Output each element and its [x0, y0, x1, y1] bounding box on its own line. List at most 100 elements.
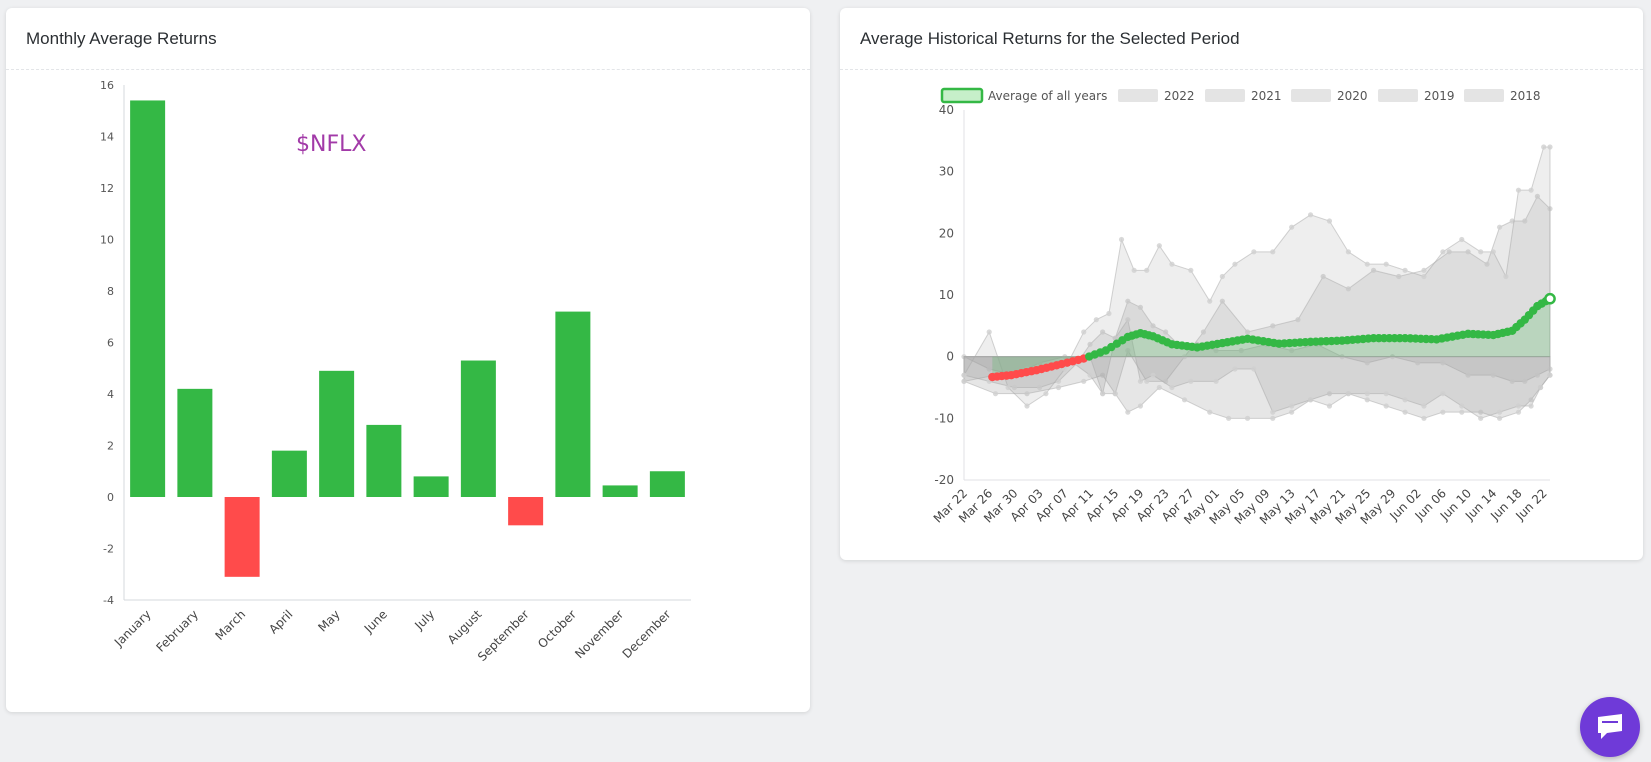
monthly-returns-card: Monthly Average Returns $NFLX -4 -2 0 2 4 6 8 1… [6, 8, 810, 712]
legend-swatch-1 [1118, 89, 1158, 102]
series-point-2022 [992, 391, 999, 397]
chat-button[interactable] [1580, 697, 1640, 757]
historical-returns-chart: Average of all years 2022 2021 2020 2019 2018… [931, 87, 1556, 527]
series-point-2018 [1478, 249, 1484, 255]
series-point-2019 [1251, 366, 1257, 372]
series-point-2018 [1118, 236, 1125, 243]
series-point-2022 [1244, 415, 1251, 421]
series-point-2022 [1055, 384, 1062, 391]
series-point-2019 [1055, 378, 1062, 384]
legend-label-2: 2021 [1251, 89, 1282, 103]
series-point-2018 [961, 372, 967, 378]
legend-label-1: 2022 [1164, 89, 1195, 103]
series-point-2022 [1496, 415, 1503, 421]
series-point-2020 [1534, 193, 1540, 199]
series-point-2021 [986, 366, 992, 372]
series-point-2019 [1402, 397, 1408, 403]
y-tick-label: 4 [107, 388, 114, 401]
series-point-2018 [1270, 249, 1276, 255]
series-point-2022 [1181, 397, 1188, 403]
bar-october [555, 311, 591, 497]
x-tick-label: September [475, 607, 532, 664]
legend-swatch-3 [1291, 89, 1331, 102]
series-point-2018 [1547, 144, 1553, 150]
series-point-2019 [1528, 403, 1534, 409]
series-point-2020 [1396, 273, 1402, 280]
series-point-2022 [1100, 372, 1106, 378]
y-tick-label: 12 [100, 182, 114, 195]
monthly-returns-chart: $NFLX -4 -2 0 2 4 6 8 10 12 14 16 January February Ma… [100, 79, 691, 664]
series-point-2019 [1547, 372, 1553, 378]
bar-november [602, 485, 638, 497]
series-point-2022 [1478, 409, 1484, 415]
series-point-2022 [1125, 409, 1131, 415]
series-point-2020 [1295, 317, 1301, 323]
series-point-2022 [1326, 391, 1333, 397]
y-tick-label: -10 [934, 411, 954, 425]
series-point-2018 [1207, 298, 1213, 304]
legend-label-4: 2019 [1424, 89, 1455, 103]
series-point-2020 [1345, 286, 1351, 292]
series-point-2019 [1345, 391, 1351, 397]
series-point-2019 [1100, 329, 1106, 335]
y-tick-label: 10 [939, 288, 954, 302]
series-point-2019 [1537, 384, 1544, 391]
x-tick-label: June [361, 607, 390, 636]
series-point-2020 [1522, 218, 1528, 224]
series-point-2019 [1112, 335, 1118, 341]
series-point-2021 [1150, 323, 1156, 329]
y-tick-label: 6 [107, 337, 114, 350]
series-point-2019 [1440, 391, 1446, 397]
chat-icon [1598, 714, 1622, 739]
series-point-2022 [1528, 397, 1534, 403]
x-tick-label: November [572, 607, 626, 661]
series-point-2020 [1421, 267, 1427, 273]
series-point-2021 [1238, 347, 1244, 354]
series-point-2022 [1226, 415, 1232, 421]
series-point-2020 [1200, 329, 1207, 335]
bar-september [508, 497, 544, 526]
series-point-2018 [1515, 187, 1522, 193]
ticker-annotation: $NFLX [296, 132, 366, 157]
series-point-2020 [1244, 329, 1251, 335]
series-point-2018 [1541, 144, 1547, 150]
series-point-2019 [1087, 341, 1093, 347]
series-point-2019 [1478, 415, 1484, 421]
series-point-2020 [1370, 267, 1377, 273]
y-tick-label: 0 [946, 350, 954, 364]
series-point-2018 [1440, 249, 1446, 255]
legend-label-0: Average of all years [988, 89, 1107, 103]
series-point-2018 [1219, 273, 1225, 280]
series-point-2019 [1383, 391, 1389, 397]
legend-swatch-2 [1205, 89, 1245, 102]
series-point-2018 [1307, 212, 1314, 218]
y-tick-label: -2 [103, 543, 114, 556]
series-point-2022 [1421, 415, 1427, 421]
series-point-2021 [1037, 360, 1043, 366]
series-area-2021 [963, 300, 1551, 395]
series-point-2018 [1251, 249, 1257, 255]
series-point-2018 [1169, 261, 1175, 267]
series-point-2018 [1232, 261, 1238, 267]
series-point-2021 [1364, 360, 1370, 366]
series-point-2022 [1207, 409, 1213, 415]
series-point-2020 [1112, 391, 1118, 397]
series-point-2022 [1289, 409, 1295, 415]
series-point-2019 [1188, 378, 1194, 384]
series-point-2021 [1534, 372, 1540, 378]
series-point-2019 [1169, 384, 1175, 391]
series-point-2019 [1326, 403, 1333, 409]
series-point-2020 [1100, 391, 1106, 397]
y-tick-label: 20 [939, 226, 954, 240]
series-point-2019 [1421, 403, 1427, 409]
series-point-2021 [1163, 329, 1169, 335]
series-point-2019 [1364, 391, 1370, 397]
bar-july [413, 476, 449, 497]
series-point-2018 [1364, 261, 1370, 267]
series-point-2020 [1320, 273, 1326, 280]
legend-label-3: 2020 [1337, 89, 1368, 103]
historical-returns-card: Average Historical Returns for the Selec… [840, 8, 1643, 560]
series-point-2019 [1515, 403, 1522, 409]
x-tick-label: December [620, 607, 674, 661]
legend-swatch-4 [1378, 89, 1418, 102]
